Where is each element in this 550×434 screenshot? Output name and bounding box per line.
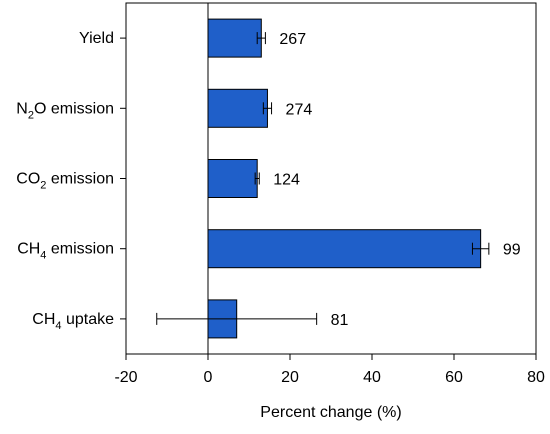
sample-size-label: 267 [279,31,306,48]
bar [207,88,268,128]
x-axis-title: Percent change (%) [260,404,401,421]
bar [207,18,262,58]
sample-size-label: 274 [286,101,313,118]
category-label: Yield [79,30,114,47]
plot-frame [125,2,537,355]
bar [207,159,258,198]
sample-size-label: 81 [331,312,349,329]
x-tick-label: 60 [445,369,463,386]
x-tick-label: -20 [114,369,137,386]
category-label: CO2 emission [16,171,114,192]
bar [207,229,482,269]
x-tick-label: 20 [281,369,299,386]
x-tick-label: 0 [204,369,213,386]
x-tick-label: 40 [363,369,381,386]
category-label: N2O emission [16,100,114,121]
sample-size-label: 124 [273,172,300,189]
category-label: CH4 uptake [32,311,114,332]
x-tick-label: 80 [527,369,545,386]
category-label: CH4 emission [17,241,114,262]
sample-size-label: 99 [503,242,521,259]
